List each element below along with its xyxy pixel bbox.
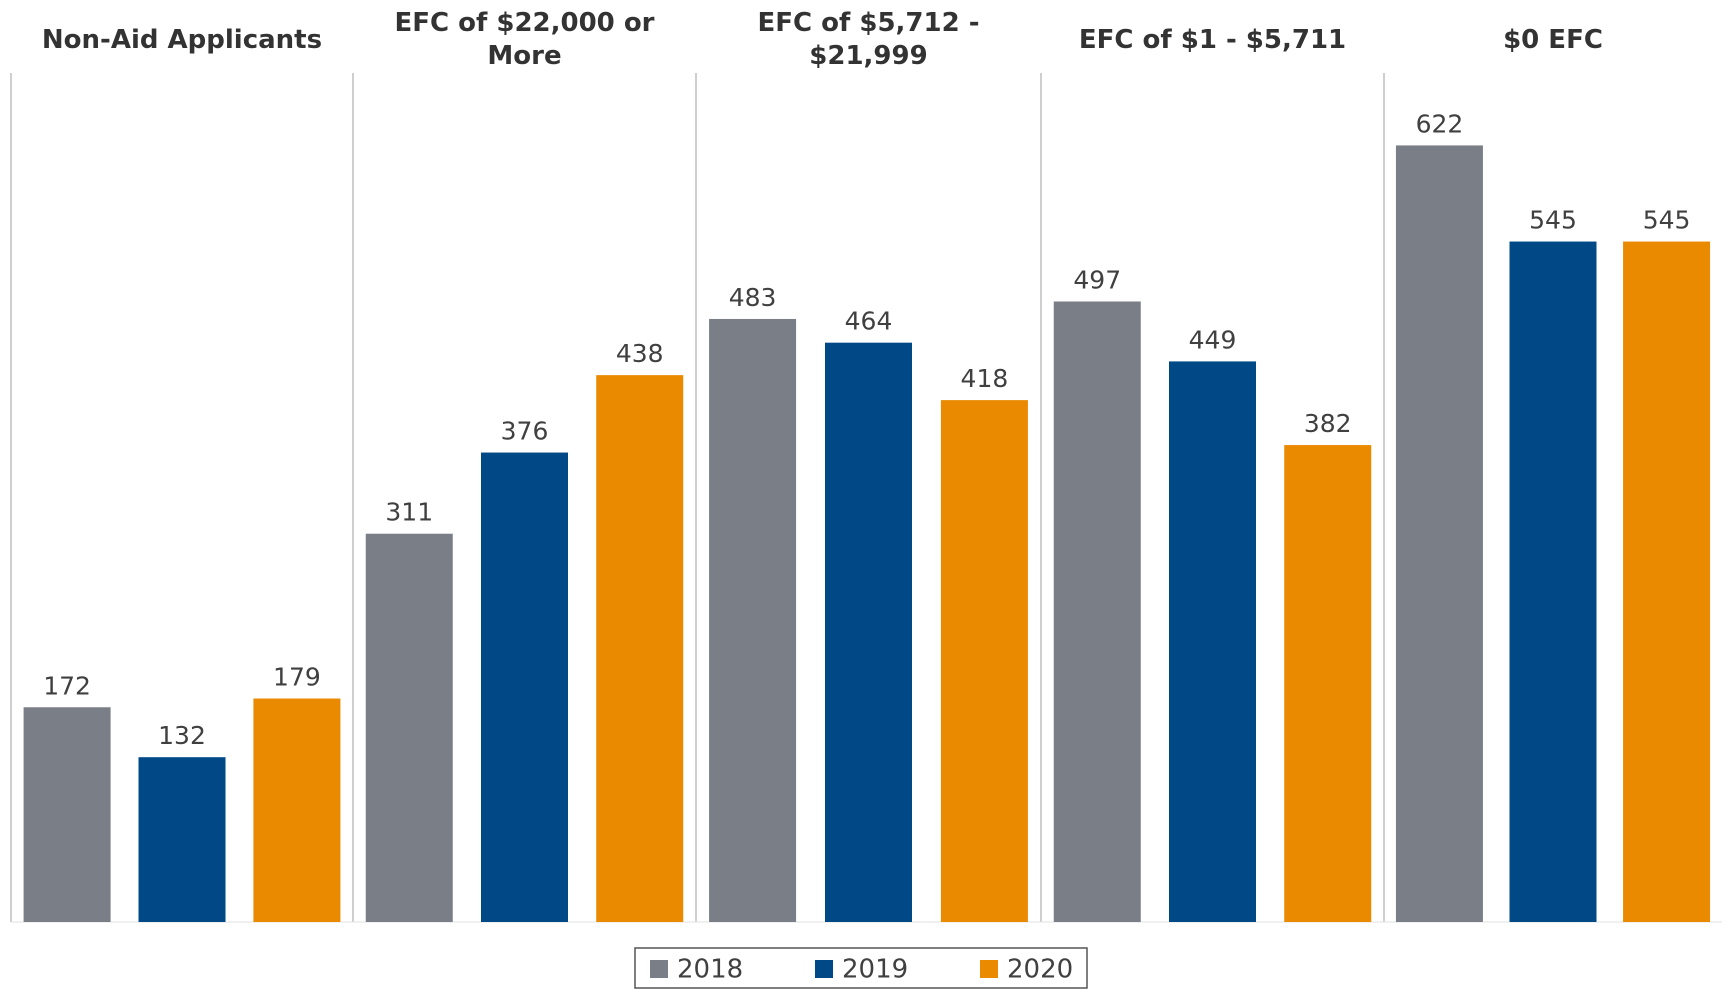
- data-label: 449: [1189, 325, 1237, 354]
- bar: [23, 707, 111, 922]
- category-title: Non-Aid Applicants: [41, 24, 323, 55]
- data-label: 622: [1416, 109, 1464, 138]
- bar: [709, 318, 797, 922]
- bar: [1623, 241, 1711, 923]
- legend-label: 2020: [1007, 955, 1073, 985]
- bar: [596, 375, 684, 922]
- data-label: 483: [729, 283, 777, 312]
- bar: [365, 533, 453, 922]
- bar: [825, 342, 912, 922]
- data-label: 132: [158, 721, 206, 750]
- bar: [138, 757, 226, 922]
- data-label: 382: [1304, 409, 1352, 438]
- data-label: 179: [273, 663, 321, 692]
- data-label: 172: [43, 671, 91, 700]
- legend-swatch: [980, 960, 998, 978]
- data-label: 418: [961, 364, 1009, 393]
- legend-label: 2018: [677, 955, 743, 985]
- data-label: 311: [385, 498, 433, 527]
- bar: [1169, 361, 1256, 923]
- bar: [1395, 145, 1483, 923]
- data-label: 545: [1643, 206, 1691, 235]
- bar: [940, 400, 1028, 922]
- category-title: EFC of $1 - $5,711: [1078, 24, 1347, 55]
- category-title: $0 EFC: [1503, 24, 1603, 55]
- bar: [1509, 241, 1597, 923]
- data-label: 438: [616, 339, 664, 368]
- legend-label: 2019: [842, 955, 908, 985]
- data-label: 464: [845, 307, 893, 336]
- bar: [253, 698, 341, 922]
- bar: [481, 452, 568, 922]
- legend-box: [634, 947, 1088, 989]
- data-label: 545: [1529, 206, 1577, 235]
- legend-swatch: [815, 960, 833, 978]
- category-title: EFC of $22,000 or More: [394, 8, 655, 71]
- data-label: 497: [1073, 265, 1121, 294]
- bar: [1284, 445, 1372, 922]
- bar: [1053, 301, 1141, 922]
- legend-swatch: [650, 960, 668, 978]
- category-title: EFC of $5,712 - $21,999: [757, 8, 980, 71]
- data-label: 376: [501, 417, 549, 446]
